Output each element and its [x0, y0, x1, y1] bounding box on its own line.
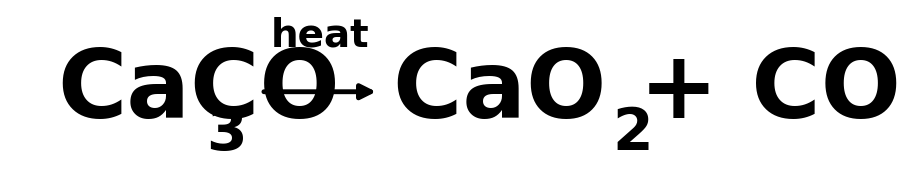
Text: 3: 3 [206, 105, 247, 162]
Text: CaO + CO: CaO + CO [392, 46, 900, 138]
Text: heat: heat [271, 16, 369, 54]
Text: 2: 2 [612, 105, 652, 162]
Text: CaCO: CaCO [57, 46, 339, 138]
